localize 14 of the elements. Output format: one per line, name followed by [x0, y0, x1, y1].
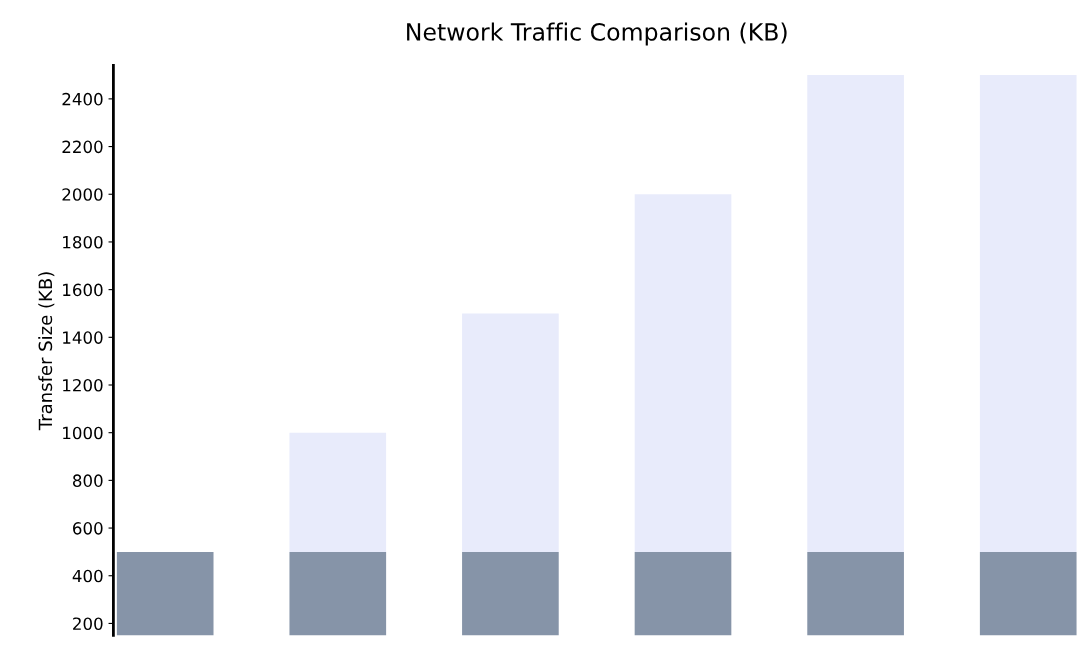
y-tick-label: 1400 — [63, 331, 103, 344]
y-tick-label: 1600 — [63, 283, 103, 297]
y-tick-label: 1800 — [63, 235, 103, 249]
y-tick-label: 200 — [73, 617, 103, 630]
y-tick-label: 800 — [73, 474, 103, 487]
y-tick-label: 400 — [72, 569, 103, 583]
y-tick-label: 600 — [73, 522, 103, 535]
y-axis-title: Transfer Size (KB) — [38, 272, 55, 431]
y-tick-label: 1200 — [63, 378, 103, 392]
chart-title: Network Traffic Comparison (KB) — [407, 22, 787, 46]
y-tick-label: 1000 — [63, 426, 103, 440]
y-tick-label: 2000 — [62, 188, 103, 201]
y-tick-label: 2400 — [62, 92, 103, 106]
y-tick-label: 2200 — [62, 140, 103, 154]
